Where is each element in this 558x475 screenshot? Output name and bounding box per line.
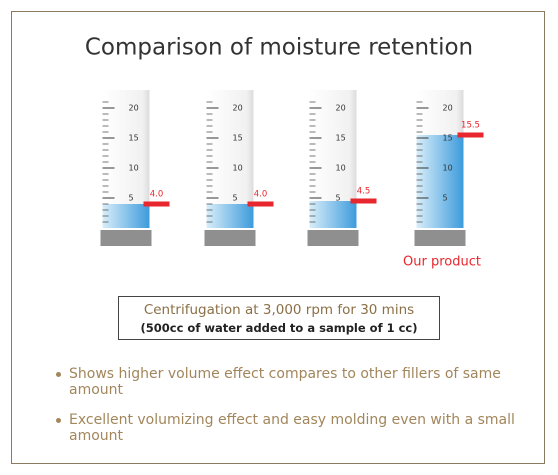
- y-tick-label: 10: [233, 164, 243, 173]
- value-label: 4.0: [254, 190, 268, 200]
- bullet: Shows higher volume effect compares to o…: [56, 366, 526, 398]
- value-label: 4.0: [150, 190, 164, 200]
- y-tick-label: 15: [336, 134, 346, 143]
- level-marker: [458, 133, 484, 138]
- value-label: 4.5: [357, 187, 371, 197]
- level-marker: [144, 202, 170, 207]
- chart: Comparison of moisture retention 5 10 15 20…: [0, 0, 558, 290]
- page: Comparison of moisture retention 5 10 15 20…: [0, 0, 558, 475]
- base: [308, 230, 359, 246]
- water: [103, 204, 150, 228]
- water: [310, 201, 357, 228]
- base: [101, 230, 152, 246]
- caption-line: Centrifugation at 3,000 rpm for 30 mins: [119, 302, 439, 318]
- y-tick-label: 10: [336, 164, 346, 173]
- y-tick-label: 20: [443, 104, 453, 113]
- value-label: 15.5: [461, 121, 480, 131]
- water: [207, 204, 254, 228]
- y-tick-label: 10: [129, 164, 139, 173]
- caption-box: Centrifugation at 3,000 rpm for 30 mins …: [118, 296, 440, 340]
- water: [417, 135, 464, 228]
- y-tick-label: 5: [336, 194, 341, 203]
- y-tick-label: 20: [129, 104, 139, 113]
- level-marker: [351, 199, 377, 204]
- level-marker: [248, 202, 274, 207]
- caption-line: (500cc of water added to a sample of 1 c…: [119, 321, 439, 335]
- y-tick-label: 5: [233, 194, 238, 203]
- y-tick-label: 5: [443, 194, 448, 203]
- y-tick-label: 20: [233, 104, 243, 113]
- y-tick-label: 5: [129, 194, 134, 203]
- base: [205, 230, 256, 246]
- bullet-list: Shows higher volume effect compares to o…: [56, 366, 526, 458]
- y-tick-label: 15: [129, 134, 139, 143]
- y-tick-label: 20: [336, 104, 346, 113]
- bullet: Excellent volumizing effect and easy mol…: [56, 412, 526, 444]
- chart-title: Comparison of moisture retention: [85, 35, 473, 61]
- y-tick-label: 15: [443, 134, 453, 143]
- y-tick-label: 10: [443, 164, 453, 173]
- category-label: Our product: [403, 255, 481, 270]
- y-tick-label: 15: [233, 134, 243, 143]
- base: [415, 230, 466, 246]
